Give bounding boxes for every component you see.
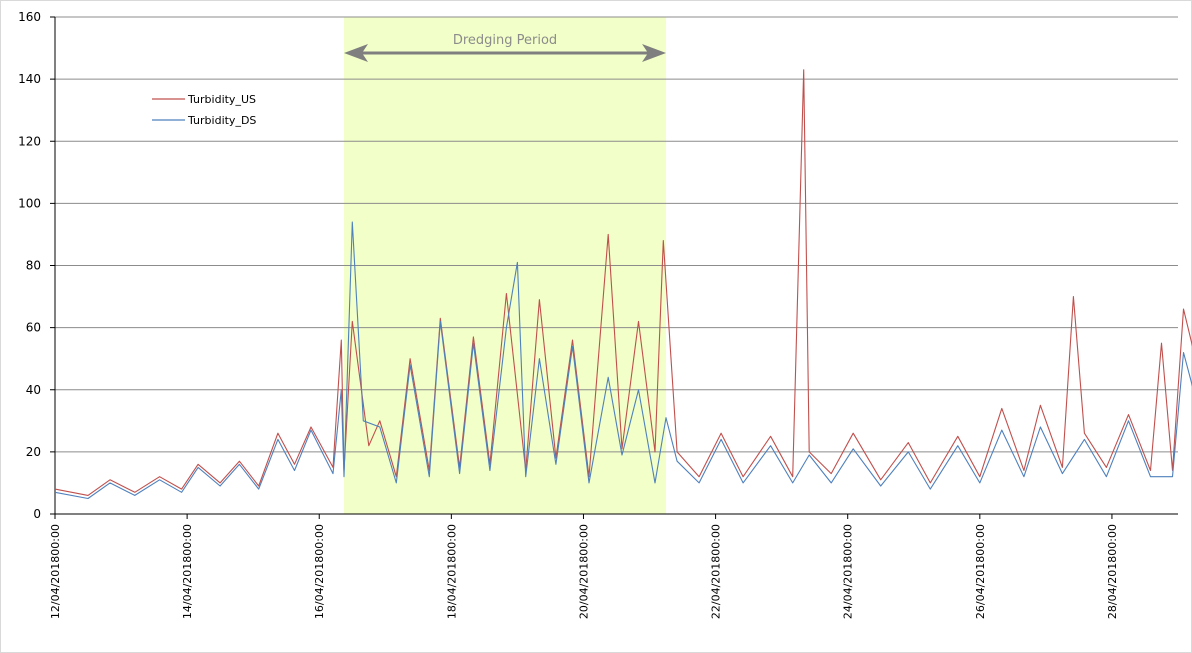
dredging-period-label: Dredging Period	[453, 33, 557, 48]
legend-label-0: Turbidity_US	[187, 93, 256, 106]
x-tick-label-5: 22/04/201800:00	[710, 524, 723, 619]
y-tick-label-0: 0	[33, 507, 41, 521]
y-tick-label-160: 160	[18, 10, 41, 24]
y-tick-label-120: 120	[18, 134, 41, 148]
x-tick-label-3: 18/04/201800:00	[445, 524, 458, 619]
x-tick-label-7: 26/04/201800:00	[974, 524, 987, 619]
y-tick-label-20: 20	[26, 445, 41, 459]
x-tick-label-4: 20/04/201800:00	[577, 524, 590, 619]
y-tick-label-140: 140	[18, 72, 41, 86]
x-tick-label-8: 28/04/201800:00	[1106, 524, 1119, 619]
x-tick-label-2: 16/04/201800:00	[313, 524, 326, 619]
x-tick-label-6: 24/04/201800:00	[842, 524, 855, 619]
y-tick-label-40: 40	[26, 383, 41, 397]
y-tick-label-60: 60	[26, 321, 41, 335]
y-tick-label-80: 80	[26, 259, 41, 273]
y-tick-label-100: 100	[18, 196, 41, 210]
x-tick-label-0: 12/04/201800:00	[49, 524, 62, 619]
x-tick-label-1: 14/04/201800:00	[181, 524, 194, 619]
legend-label-1: Turbidity_DS	[187, 114, 256, 127]
